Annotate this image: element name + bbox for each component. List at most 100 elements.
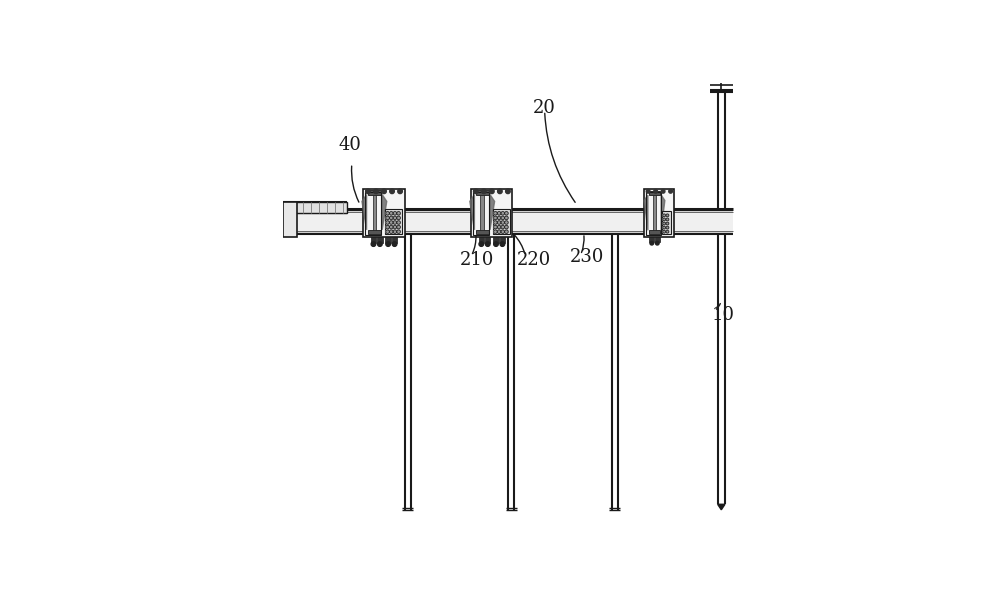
Circle shape <box>497 216 501 220</box>
Circle shape <box>663 226 666 229</box>
Circle shape <box>390 221 393 224</box>
Circle shape <box>479 242 484 246</box>
Circle shape <box>494 230 497 234</box>
Circle shape <box>393 221 397 224</box>
Polygon shape <box>661 195 665 230</box>
Circle shape <box>386 212 389 215</box>
Circle shape <box>505 230 508 234</box>
Text: 10: 10 <box>712 306 735 324</box>
Bar <box>644 188 674 237</box>
Circle shape <box>386 242 390 246</box>
Circle shape <box>494 216 497 220</box>
Circle shape <box>490 189 494 194</box>
Bar <box>649 191 660 195</box>
Circle shape <box>482 189 486 194</box>
Circle shape <box>663 230 666 233</box>
Circle shape <box>505 221 508 224</box>
Circle shape <box>393 230 397 234</box>
Bar <box>500 237 505 243</box>
Polygon shape <box>382 194 387 230</box>
Polygon shape <box>490 194 495 230</box>
Circle shape <box>393 216 397 220</box>
Circle shape <box>386 225 389 229</box>
Circle shape <box>390 189 394 194</box>
Polygon shape <box>362 194 367 230</box>
Circle shape <box>397 221 400 224</box>
Bar <box>368 190 381 194</box>
Bar <box>371 237 376 243</box>
Circle shape <box>669 190 672 193</box>
Bar <box>368 230 381 234</box>
Circle shape <box>666 218 669 221</box>
Circle shape <box>386 221 389 224</box>
Bar <box>283 202 297 237</box>
Bar <box>283 202 347 213</box>
Bar <box>485 237 490 243</box>
Bar <box>297 231 733 234</box>
Circle shape <box>505 225 508 229</box>
Bar <box>365 192 381 235</box>
Bar <box>297 209 733 234</box>
Text: 20: 20 <box>533 99 556 117</box>
Bar <box>363 188 405 237</box>
Bar <box>655 237 660 242</box>
Circle shape <box>501 225 505 229</box>
Bar <box>646 192 661 235</box>
Circle shape <box>663 214 666 217</box>
Bar <box>476 190 489 194</box>
Circle shape <box>666 214 669 217</box>
Bar <box>649 230 660 234</box>
Circle shape <box>494 212 497 215</box>
Circle shape <box>497 225 501 229</box>
Text: 230: 230 <box>570 249 604 266</box>
Bar <box>385 209 402 234</box>
Circle shape <box>392 242 397 246</box>
Bar <box>493 209 510 234</box>
Circle shape <box>366 189 370 194</box>
Bar <box>653 195 656 230</box>
Circle shape <box>501 212 505 215</box>
Circle shape <box>501 216 505 220</box>
Circle shape <box>390 212 393 215</box>
Circle shape <box>397 212 400 215</box>
Text: 220: 220 <box>517 251 551 269</box>
Bar <box>476 230 489 234</box>
Circle shape <box>501 221 505 224</box>
Circle shape <box>386 230 389 234</box>
Circle shape <box>398 189 402 194</box>
Circle shape <box>646 190 650 193</box>
Circle shape <box>663 222 666 225</box>
Polygon shape <box>470 194 474 230</box>
Bar <box>662 212 671 234</box>
Bar <box>480 194 484 230</box>
Text: 40: 40 <box>338 136 361 154</box>
Bar <box>649 237 654 242</box>
Circle shape <box>663 218 666 221</box>
Circle shape <box>666 226 669 229</box>
Circle shape <box>498 189 502 194</box>
Circle shape <box>497 212 501 215</box>
Circle shape <box>390 225 393 229</box>
Circle shape <box>497 221 501 224</box>
Polygon shape <box>718 504 725 510</box>
Circle shape <box>506 189 510 194</box>
Circle shape <box>497 230 501 234</box>
Bar <box>385 237 391 243</box>
Circle shape <box>650 241 654 245</box>
Circle shape <box>500 242 505 246</box>
Circle shape <box>374 189 378 194</box>
Bar <box>473 192 489 235</box>
Circle shape <box>378 242 382 246</box>
Text: 210: 210 <box>460 251 494 269</box>
Bar <box>392 237 397 243</box>
Circle shape <box>390 230 393 234</box>
Circle shape <box>473 189 478 194</box>
Circle shape <box>393 225 397 229</box>
Circle shape <box>485 242 490 246</box>
Circle shape <box>666 222 669 225</box>
Circle shape <box>654 190 657 193</box>
Circle shape <box>501 230 505 234</box>
Bar <box>297 209 733 212</box>
Circle shape <box>393 212 397 215</box>
Circle shape <box>397 230 400 234</box>
